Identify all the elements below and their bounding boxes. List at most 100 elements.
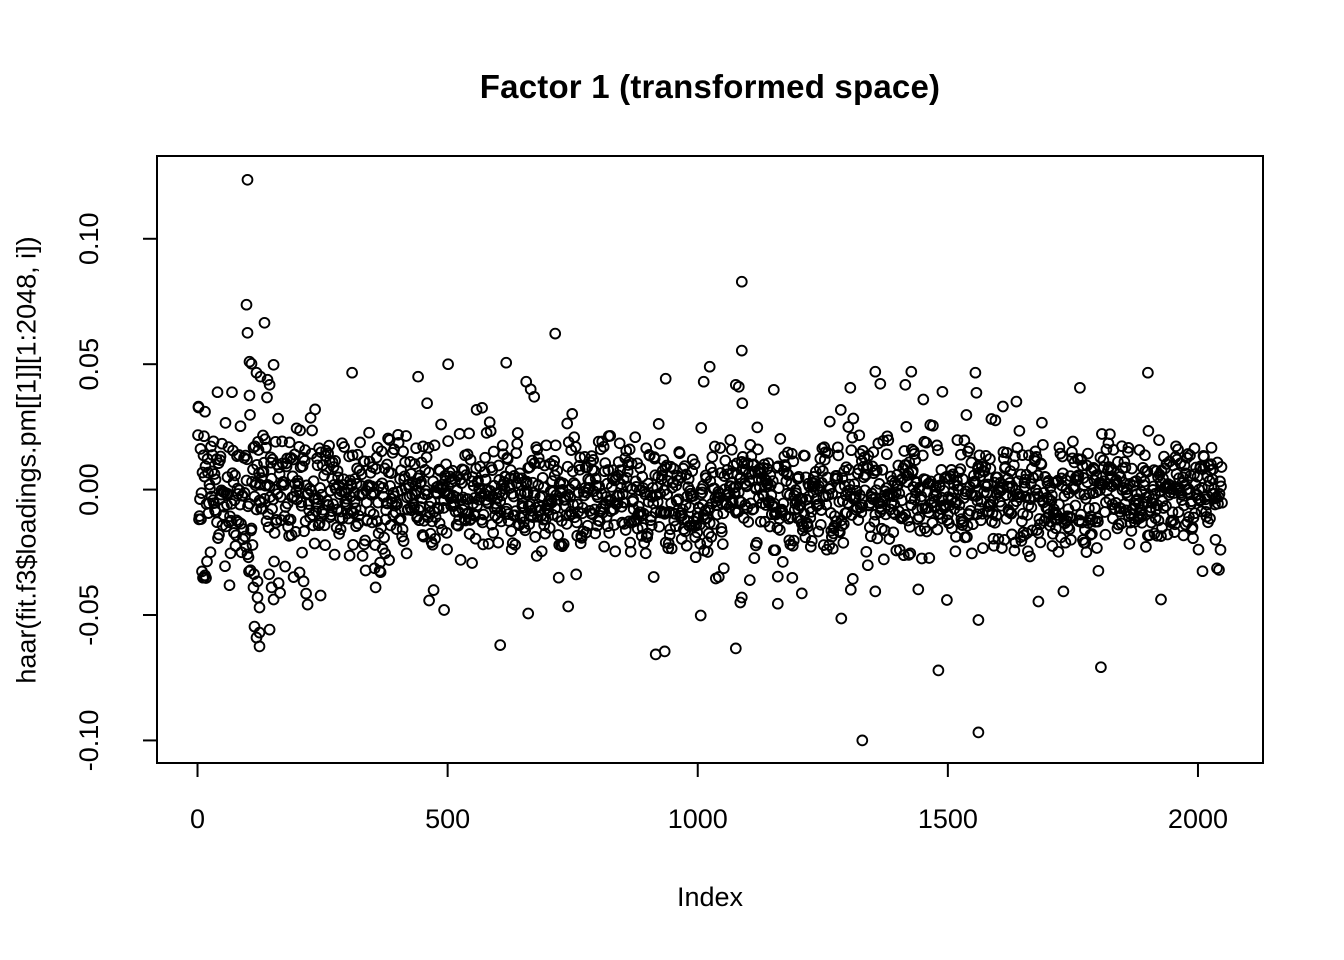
data-point (1083, 487, 1096, 500)
data-point (219, 560, 231, 573)
data-point (869, 585, 882, 598)
data-point (531, 443, 544, 456)
data-point (289, 526, 302, 538)
data-point (1140, 540, 1152, 553)
data-point (562, 600, 575, 613)
data-point (428, 439, 441, 452)
data-point (487, 445, 500, 458)
data-point (730, 457, 743, 470)
data-point (858, 484, 871, 497)
data-point (653, 437, 666, 450)
data-point (1139, 449, 1151, 462)
data-point (786, 539, 799, 552)
data-point (926, 517, 939, 529)
data-point (1205, 458, 1217, 471)
data-point (574, 537, 587, 550)
data-point (263, 378, 276, 391)
data-point (1119, 461, 1132, 474)
data-point (356, 549, 369, 562)
data-point (283, 436, 296, 449)
data-point (194, 443, 207, 455)
data-point (1053, 498, 1065, 511)
data-point (1189, 507, 1201, 520)
data-point (509, 538, 522, 551)
data-point (1172, 506, 1185, 518)
data-point (844, 381, 857, 394)
data-point (846, 573, 859, 585)
data-point (1034, 536, 1047, 549)
data-point (269, 435, 282, 448)
data-point (961, 531, 973, 543)
data-point (908, 448, 921, 460)
data-point (299, 444, 311, 456)
data-point (975, 514, 987, 527)
data-point (385, 467, 397, 479)
plot-border (156, 155, 1264, 764)
data-point (546, 475, 559, 487)
data-point (472, 475, 484, 487)
data-point (735, 591, 748, 604)
data-point (1102, 437, 1115, 450)
data-point (776, 556, 789, 568)
data-point (1122, 445, 1134, 458)
data-point (878, 524, 891, 537)
data-point (609, 545, 622, 558)
data-point (1095, 661, 1107, 674)
data-point (391, 498, 403, 511)
data-point (567, 477, 580, 489)
data-point (630, 481, 643, 493)
data-point (569, 441, 582, 453)
data-point (715, 525, 728, 538)
data-point (844, 583, 857, 596)
data-point (711, 508, 724, 521)
data-point (772, 482, 785, 494)
data-point (278, 479, 290, 491)
data-point (1024, 550, 1036, 563)
data-point (438, 604, 450, 616)
data-point (209, 473, 222, 486)
data-point (880, 448, 893, 461)
data-point (587, 453, 600, 466)
data-point (253, 601, 266, 614)
data-point (469, 532, 482, 545)
data-point (636, 470, 649, 483)
x-axis-ticks: 0 500 1000 1500 2000 (190, 763, 1228, 834)
data-point (969, 366, 982, 379)
data-point (284, 513, 297, 526)
data-point (1134, 511, 1147, 524)
data-point (792, 470, 805, 483)
data-point (602, 464, 615, 476)
data-point (786, 571, 799, 584)
data-point (259, 433, 271, 446)
data-point (1059, 536, 1072, 549)
data-point (311, 459, 324, 472)
data-point (289, 477, 301, 490)
data-point (708, 440, 721, 453)
data-point (906, 464, 919, 477)
data-point (832, 449, 845, 462)
data-point (384, 480, 396, 492)
data-point (246, 539, 259, 551)
data-point (1076, 516, 1088, 529)
data-point (1215, 461, 1228, 473)
data-point (900, 420, 913, 433)
data-point (860, 545, 873, 558)
data-point (818, 453, 831, 466)
data-point (1008, 544, 1021, 557)
data-point (245, 357, 258, 370)
data-point (716, 538, 729, 550)
data-point (835, 519, 848, 532)
data-point (271, 488, 284, 500)
data-point (252, 444, 265, 456)
data-point (961, 519, 974, 532)
data-point (1142, 366, 1154, 379)
data-point (1021, 527, 1033, 540)
data-point (787, 534, 800, 547)
data-point (1057, 467, 1069, 480)
data-point (307, 475, 320, 488)
data-point (237, 523, 250, 536)
data-point (912, 583, 925, 596)
data-point (1153, 434, 1165, 446)
data-point (1046, 540, 1059, 552)
data-point (990, 509, 1003, 522)
